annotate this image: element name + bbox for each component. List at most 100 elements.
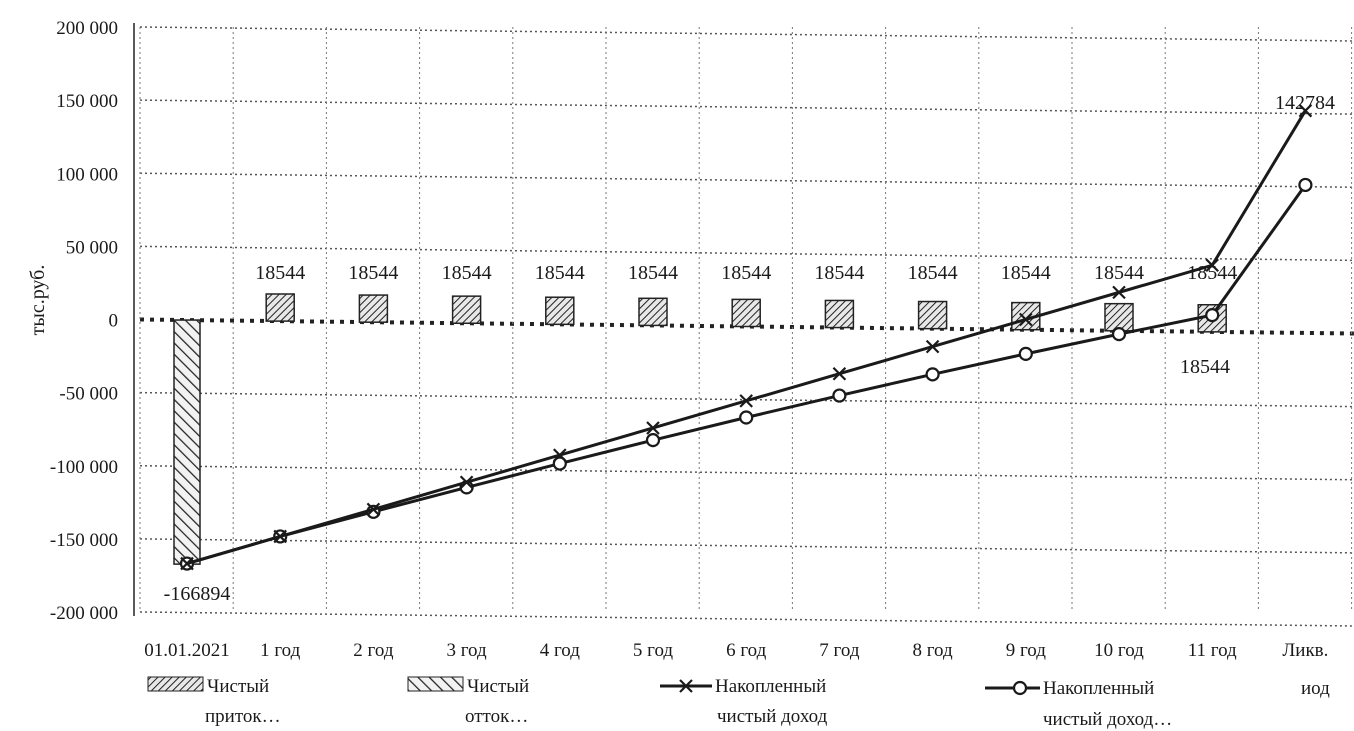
data-label-inflow: 18544 xyxy=(1094,262,1144,284)
x-tick-label: 9 год xyxy=(1006,640,1047,661)
legend-label-outflow-2: отток… xyxy=(465,706,528,727)
x-tick-label: 4 год xyxy=(540,640,581,661)
cumulative-discounted-marker xyxy=(832,388,847,403)
legend-label-cumulative-net: Накопленный xyxy=(715,676,826,697)
data-label-inflow: 18544 xyxy=(628,262,678,284)
cumulative-discounted-line xyxy=(186,184,1307,566)
cumulative-net-marker xyxy=(273,529,287,544)
cumulative-net-marker xyxy=(925,339,940,354)
bars xyxy=(173,293,1227,565)
gridline-h xyxy=(139,172,1354,188)
cumulative-discounted-marker xyxy=(925,367,940,382)
legend-label-cumulative-discounted: Накопленный xyxy=(1043,678,1154,699)
data-label-inflow: 18544 xyxy=(908,262,958,284)
bar-inflow xyxy=(451,295,482,325)
cumulative-net-marker xyxy=(1112,285,1126,300)
y-axis: 200 000 150 000 100 000 50 000 0 -50 000 -100 … xyxy=(27,18,135,624)
data-label-cumulative-net: 142784 xyxy=(1275,92,1335,114)
data-label-inflow: 18544 xyxy=(442,262,492,284)
bar-inflow xyxy=(545,296,575,326)
cumulative-net-marker xyxy=(1019,312,1033,327)
x-tick-label: 11 год xyxy=(1188,640,1237,661)
cumulative-net-marker xyxy=(1298,103,1313,118)
legend-swatch-inflow xyxy=(147,676,204,692)
bar-inflow xyxy=(731,298,761,328)
legend-label-cumulative-discounted-2: чистый доход… xyxy=(1043,709,1172,730)
x-tick-label-continued: иод xyxy=(1301,678,1330,699)
cumulative-net-marker xyxy=(1205,258,1219,273)
legend-label-inflow-2: приток… xyxy=(205,706,281,727)
cumulative-discounted-marker xyxy=(1111,327,1127,342)
y-tick-label: 200 000 xyxy=(56,18,118,39)
data-label-outflow: -166894 xyxy=(164,583,231,605)
legend-swatch-outflow xyxy=(407,676,464,692)
x-tick-label: 8 год xyxy=(912,640,953,661)
gridline-h xyxy=(139,26,1354,42)
x-axis: 01.01.2021 1 год 2 год 3 год 4 год 5 год 6 год… xyxy=(144,640,1330,699)
data-label-inflow: 18544 xyxy=(1187,262,1237,284)
y-tick-label: -100 000 xyxy=(50,457,118,478)
x-tick-label: 2 год xyxy=(353,640,394,661)
cumulative-net-marker xyxy=(366,502,381,517)
y-tick-label: 100 000 xyxy=(56,164,118,185)
y-tick-label: 50 000 xyxy=(66,237,118,258)
legend-marker-cumulative-discounted xyxy=(1012,680,1028,696)
cumulative-net-marker xyxy=(553,448,567,462)
gridline-h xyxy=(139,538,1354,554)
bar-inflow xyxy=(824,299,855,329)
bar-inflow xyxy=(358,294,389,323)
gridline-h xyxy=(139,611,1354,627)
cumulative-discounted-marker xyxy=(739,410,754,425)
legend-label-cumulative-net-2: чистый доход xyxy=(717,706,828,727)
gridline-h xyxy=(139,391,1354,408)
x-tick-label: 3 год xyxy=(446,640,487,661)
cumulative-net-marker xyxy=(832,366,847,381)
bar-outflow xyxy=(173,319,201,565)
y-tick-label: -150 000 xyxy=(50,530,118,551)
gridline-h xyxy=(139,245,1354,262)
cumulative-discounted-marker xyxy=(645,433,661,448)
x-tick-label: Ликв. xyxy=(1282,640,1328,661)
data-label-inflow: 18544 xyxy=(1001,262,1051,284)
zero-line xyxy=(139,317,1354,336)
data-label-inflow: 18544 xyxy=(255,262,305,284)
y-tick-label: 150 000 xyxy=(56,91,118,112)
data-labels: 18544 18544 18544 18544 18544 18544 18544 18544… xyxy=(164,92,1335,605)
gridline-h xyxy=(139,465,1354,481)
grid xyxy=(139,26,1354,627)
data-label-inflow: 18544 xyxy=(814,262,864,284)
data-label-inflow: 18544 xyxy=(721,262,771,284)
x-tick-label: 6 год xyxy=(726,640,767,661)
cumulative-net-marker xyxy=(180,556,194,571)
x-tick-label: 5 год xyxy=(633,640,674,661)
bar-inflow xyxy=(917,300,948,330)
data-label-inflow: 18544 xyxy=(535,262,585,284)
cumulative-net-marker xyxy=(646,421,660,435)
x-tick-label: 10 год xyxy=(1094,640,1144,661)
cumulative-discounted-marker xyxy=(1205,308,1220,323)
y-axis-label: тыс.руб. xyxy=(27,265,49,336)
legend-label-inflow: Чистый xyxy=(207,676,269,697)
x-tick-label: 01.01.2021 xyxy=(144,640,230,661)
y-tick-label: 0 xyxy=(109,311,119,332)
legend-marker-cumulative-net xyxy=(679,679,693,693)
data-label-cumulative-discounted: 18544 xyxy=(1180,356,1230,378)
legend-label-outflow: Чистый xyxy=(467,676,529,697)
bar-inflow xyxy=(638,297,668,327)
cumulative-net-marker xyxy=(459,475,474,489)
x-tick-label: 7 год xyxy=(819,640,860,661)
bar-inflow xyxy=(1104,302,1134,332)
lines xyxy=(179,103,1313,571)
y-tick-label: -50 000 xyxy=(59,384,118,405)
bar-inflow xyxy=(265,293,295,322)
legend: Чистый приток… Чистый отток… Накопленный чист… xyxy=(147,676,1172,730)
y-tick-label: -200 000 xyxy=(50,603,118,624)
cumulative-discounted-marker xyxy=(1298,177,1313,193)
data-label-inflow: 18544 xyxy=(348,262,398,284)
cumulative-net-marker xyxy=(739,394,753,408)
cumulative-discounted-marker xyxy=(1018,346,1033,361)
cumulative-discounted-marker xyxy=(552,456,567,471)
x-tick-label: 1 год xyxy=(260,640,301,661)
cumulative-net-line xyxy=(186,109,1307,566)
